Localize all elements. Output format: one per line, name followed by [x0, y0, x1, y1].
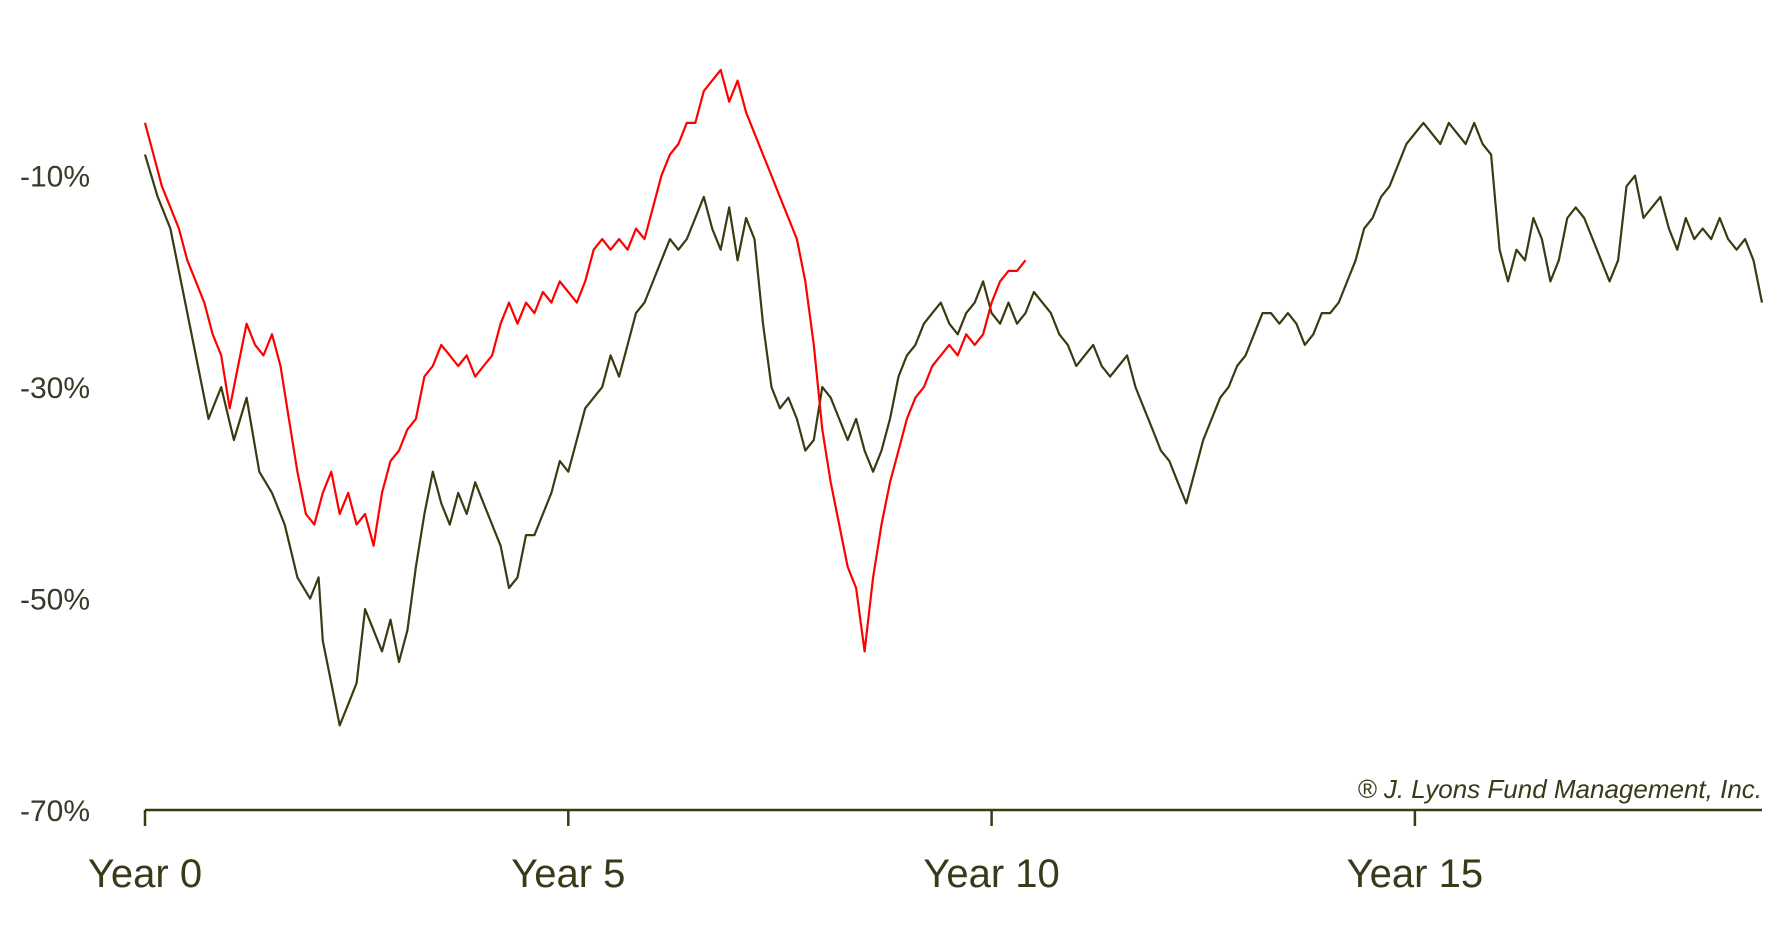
y-tick-label: -30% [20, 372, 90, 405]
y-axis-tick-labels: -10% -30% -50% -70% [20, 161, 90, 828]
x-tick-label: Year 10 [923, 852, 1059, 896]
copyright-annotation: ® J. Lyons Fund Management, Inc. [1357, 774, 1762, 804]
x-axis [143, 808, 1762, 826]
y-tick-label: -50% [20, 584, 90, 617]
x-axis-tick-labels: Year 0 Year 5 Year 10 Year 15 [88, 852, 1483, 896]
series-line-1 [143, 121, 1764, 727]
y-tick-label: -10% [20, 161, 90, 194]
x-tick-label: Year 15 [1347, 852, 1483, 896]
series-line-2 [143, 68, 1027, 653]
x-tick-label: Year 0 [88, 852, 202, 896]
y-tick-label: -70% [20, 795, 90, 828]
x-tick-label: Year 5 [511, 852, 625, 896]
series-layer [143, 68, 1764, 727]
